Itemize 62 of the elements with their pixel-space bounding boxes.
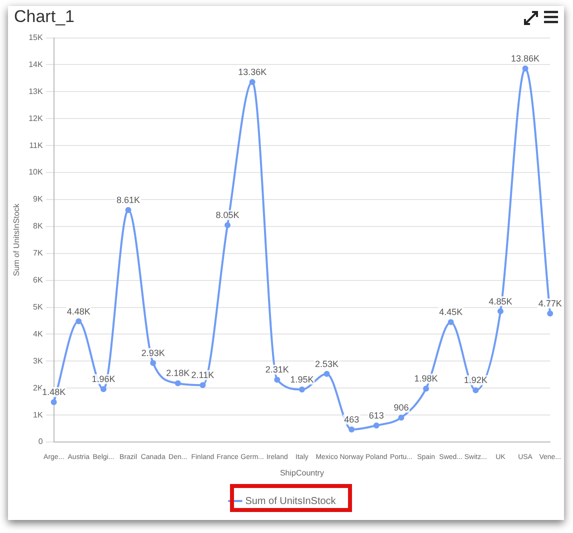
point: [150, 360, 156, 366]
data-label: 4.45K: [439, 307, 463, 318]
y-tick-label: 3K: [33, 356, 44, 366]
y-tick-label: 10K: [28, 168, 44, 177]
point: [298, 386, 305, 392]
y-tick-label: 5K: [33, 302, 44, 312]
data-label: 613: [368, 410, 384, 420]
y-tick-label: 0: [38, 437, 44, 446]
data-label: 463: [344, 414, 360, 425]
data-label: 2.11K: [191, 370, 214, 380]
y-tick-label: 11K: [29, 140, 44, 150]
data-label: 1.95K: [290, 374, 314, 384]
data-label: 2.18K: [166, 368, 190, 378]
chart-title: Chart_1: [14, 7, 74, 27]
point: [200, 382, 206, 388]
point: [125, 206, 132, 213]
point: [224, 222, 231, 228]
data-label: 4.48K: [66, 306, 90, 316]
data-label: 2.31K: [265, 364, 289, 375]
data-label: 1.98K: [414, 374, 438, 384]
data-label: 8.05K: [216, 210, 240, 220]
data-label: 1.96K: [92, 374, 116, 384]
y-tick-label: 12K: [28, 114, 44, 123]
point: [324, 370, 330, 377]
data-label: 13.86K: [511, 54, 540, 64]
point: [274, 376, 280, 383]
legend-label: Sum of UnitsInStock: [245, 496, 337, 507]
point: [348, 426, 355, 433]
data-label: 1.92K: [464, 375, 488, 386]
point: [497, 308, 504, 314]
point: [373, 422, 380, 428]
point: [522, 66, 528, 72]
point: [472, 387, 479, 394]
y-tick-label: 13K: [28, 86, 44, 96]
data-label: 13.36K: [238, 66, 267, 77]
y-tick-label: 9K: [33, 194, 44, 204]
data-label: 4.77K: [538, 298, 562, 308]
y-tick-label: 6K: [33, 276, 44, 285]
point: [398, 414, 404, 421]
data-label: 1.48K: [42, 387, 66, 398]
y-tick-label: 15K: [28, 33, 44, 42]
y-tick-label: 7K: [33, 248, 44, 258]
y-tick-label: 14K: [28, 60, 44, 69]
point: [174, 380, 181, 386]
point: [249, 78, 256, 85]
data-label: 906: [394, 402, 409, 413]
point: [547, 310, 554, 316]
y-axis-title: Sum of UnitsInStock: [12, 202, 22, 276]
point: [76, 318, 82, 324]
point: [50, 399, 57, 406]
point: [100, 386, 106, 392]
point: [423, 386, 430, 392]
data-label: 4.85K: [488, 296, 512, 306]
y-tick-label: 2K: [33, 383, 44, 392]
x-axis-title: ShipCountry: [280, 468, 324, 478]
y-tick-label: 4K: [33, 329, 44, 338]
y-tick-label: 1K: [33, 410, 44, 420]
y-tick-label: 8K: [33, 222, 44, 231]
data-label: 2.93K: [141, 348, 165, 358]
point: [448, 319, 454, 326]
data-label: 8.61K: [116, 194, 140, 205]
data-label: 2.53K: [315, 358, 339, 369]
